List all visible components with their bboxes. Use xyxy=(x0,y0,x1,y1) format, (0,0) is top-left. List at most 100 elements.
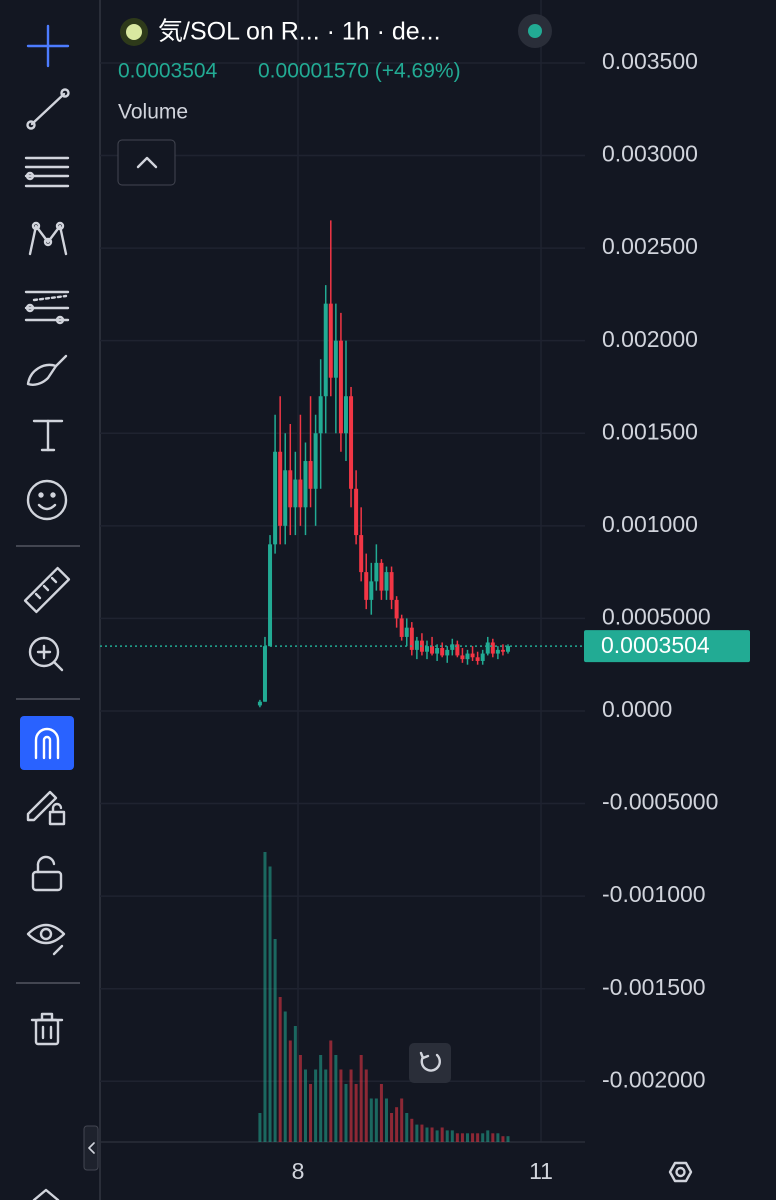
candles xyxy=(257,220,511,708)
candle-body xyxy=(490,642,495,654)
ruler-tool[interactable] xyxy=(23,566,71,614)
volume-bar xyxy=(460,1133,464,1142)
candle-body xyxy=(430,646,435,654)
candle-body xyxy=(268,544,273,647)
y-tick-label: 0.0005000 xyxy=(602,603,711,629)
fib-tool[interactable] xyxy=(24,156,70,188)
volume-bar xyxy=(349,1069,353,1142)
candle-body xyxy=(455,644,460,656)
volume-bar xyxy=(501,1136,505,1142)
price-change: 0.00001570 (+4.69%) xyxy=(258,60,461,83)
candle-body xyxy=(349,396,354,489)
candle-body xyxy=(460,655,465,660)
candle-body xyxy=(359,535,364,573)
candle-body xyxy=(409,627,414,650)
candle-body xyxy=(440,648,445,656)
symbol-title[interactable]: 気/SOL on R... · 1h · de... xyxy=(158,18,441,46)
candle-body xyxy=(389,572,394,600)
candle-body xyxy=(485,642,490,654)
magnet-tool[interactable] xyxy=(20,716,74,770)
last-price-badge xyxy=(584,630,750,663)
more-tools[interactable] xyxy=(32,1188,60,1200)
candle-body xyxy=(262,646,267,702)
candle-body xyxy=(313,433,318,489)
delete-tool[interactable] xyxy=(30,1012,64,1046)
legend-header: 気/SOL on R... · 1h · de... 0.0003504 0.0… xyxy=(117,14,552,186)
collapse-toolbar-button[interactable] xyxy=(83,1125,99,1171)
volume-bar xyxy=(334,1055,338,1142)
magnet-icon xyxy=(34,727,60,760)
volume-bar xyxy=(364,1069,368,1142)
volume-bar xyxy=(314,1069,318,1142)
volume-bar xyxy=(293,1026,297,1142)
emoji-tool[interactable] xyxy=(26,479,68,521)
crosshair-tool[interactable] xyxy=(26,24,70,68)
candle-body xyxy=(495,649,500,654)
candle-body xyxy=(470,653,475,658)
candle-body xyxy=(404,627,409,637)
volume-bar xyxy=(440,1127,444,1142)
y-tick-label: 0.003000 xyxy=(602,141,698,167)
volume-bar xyxy=(465,1133,469,1142)
volume-bar xyxy=(263,852,267,1142)
collapse-legend-button[interactable] xyxy=(117,139,176,186)
volume-bar xyxy=(506,1136,510,1142)
candle-body xyxy=(384,572,389,591)
y-tick-label: 0.002500 xyxy=(602,233,698,259)
axes: 0.003500 0.003000 0.002500 0.002000 0.001500… xyxy=(100,48,750,1184)
volume-bar xyxy=(354,1084,358,1142)
zoom-tool[interactable] xyxy=(28,636,64,672)
x-tick-label: 8 xyxy=(292,1158,305,1184)
reset-icon xyxy=(419,1051,441,1072)
volume-bar xyxy=(319,1055,323,1142)
symbol-icon-inner xyxy=(126,24,142,40)
volume-bar xyxy=(390,1113,394,1142)
candle-body xyxy=(369,581,374,600)
candle-body xyxy=(465,653,470,660)
candle-body xyxy=(257,701,262,706)
candle-body xyxy=(328,303,333,378)
volume-pane xyxy=(258,852,510,1142)
volume-bar xyxy=(309,1084,313,1142)
toolbar xyxy=(16,24,99,1200)
volume-bar xyxy=(278,997,282,1142)
volume-bar xyxy=(273,939,277,1142)
volume-bar xyxy=(400,1098,404,1142)
candle-body xyxy=(414,640,419,650)
y-tick-label: 0.001500 xyxy=(602,418,698,444)
volume-bar xyxy=(405,1113,409,1142)
candle-body xyxy=(273,451,278,545)
status-dot xyxy=(528,24,542,38)
forecast-tool[interactable] xyxy=(24,290,70,325)
candle-body xyxy=(293,479,298,508)
lock-tool[interactable] xyxy=(31,855,63,892)
brush-tool[interactable] xyxy=(26,354,68,386)
reset-chart-button[interactable] xyxy=(409,1043,451,1083)
collapse-arrow xyxy=(88,1142,95,1154)
x-tick-label: 11 xyxy=(529,1158,553,1184)
candle-body xyxy=(475,657,480,661)
volume-bar xyxy=(471,1133,475,1142)
y-tick-label: 0.001000 xyxy=(602,511,698,537)
volume-bar xyxy=(329,1040,333,1142)
settings-button[interactable] xyxy=(668,1161,693,1183)
lock-drawings-tool[interactable] xyxy=(26,790,66,826)
trend-line-tool[interactable] xyxy=(26,88,70,130)
candle-body xyxy=(288,470,293,508)
candle-body xyxy=(399,618,404,637)
volume-bar xyxy=(445,1130,449,1142)
pattern-tool[interactable] xyxy=(28,221,68,256)
candle-body xyxy=(308,461,313,489)
volume-bar xyxy=(420,1124,424,1142)
y-tick-label: 0.003500 xyxy=(602,48,698,74)
last-price-label: 0.0003504 xyxy=(601,632,710,658)
candle-body xyxy=(445,649,450,656)
candle-body xyxy=(278,451,283,526)
text-tool[interactable] xyxy=(32,419,64,452)
visibility-tool[interactable] xyxy=(26,923,66,956)
volume-bar xyxy=(288,1040,292,1142)
candle-body xyxy=(323,303,328,397)
